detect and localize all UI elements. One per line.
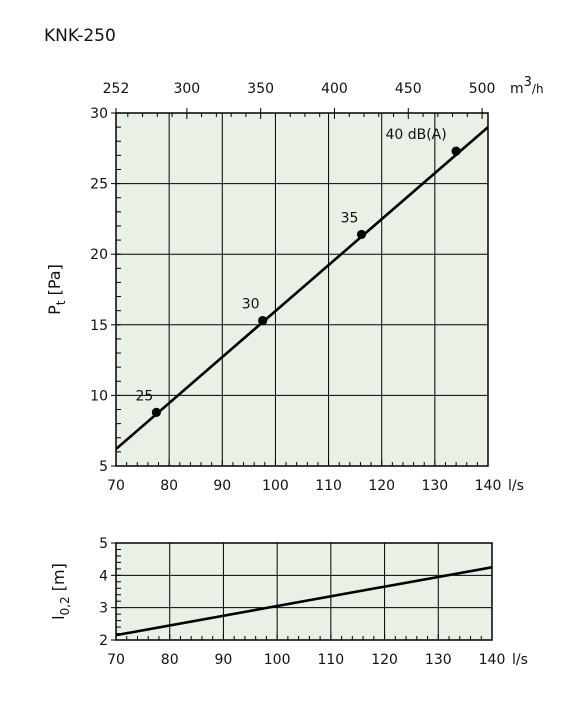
data-point [258,315,268,326]
data-point-label: 35 [341,210,359,226]
y-tick-label: 3 [99,601,108,617]
series-line [116,126,488,451]
y-axis-label-subscript: t [54,300,68,305]
top-tick-label: 400 [321,81,348,97]
main-chart: 5 10 15 20 25 30 70 80 90 100 110 120 130 140 l/s Pt [P… [45,75,544,494]
y-tick-label: 15 [90,318,108,334]
x-axis-unit: l/s [508,478,524,494]
data-point-label: 25 [135,388,153,404]
x-tick-label: 140 [475,478,502,494]
y-tick-label: 25 [90,177,108,193]
y-tick-label: 30 [90,106,108,122]
x-tick-label: 90 [213,478,231,494]
x-tick-label: 130 [425,652,452,668]
top-axis-unit-base: m [510,81,524,97]
data-point-label: 40 dB(A) [385,127,446,143]
x-tick-label: 100 [264,652,291,668]
x-tick-label: 70 [107,652,125,668]
y-tick-label: 4 [99,568,108,584]
y-axis-label: l0,2 [m] [49,563,72,620]
y-tick-label: 5 [99,536,108,552]
data-point [451,146,461,156]
y-axis-label-base: P [45,305,64,315]
y-tick-label: 2 [99,633,108,649]
top-tick-label: 350 [247,81,274,97]
data-point [356,229,367,240]
data-point [151,407,161,417]
x-tick-label: 100 [262,478,289,494]
page-title: KNK-250 [44,26,116,46]
y-axis-label-subscript: 0,2 [58,596,72,615]
y-axis-label-unit: [Pa] [45,264,64,300]
y-tick-label: 10 [90,388,108,404]
x-tick-label: 120 [371,652,398,668]
top-tick-label: 500 [469,81,496,97]
x-tick-label: 120 [368,478,395,494]
x-tick-label: 80 [160,478,178,494]
plot-frame [115,112,489,467]
top-tick-label: 300 [173,81,200,97]
top-tick-label: 252 [103,81,130,97]
top-axis-unit: m3/h [510,75,544,97]
plot-frame [115,542,493,641]
x-tick-label: 70 [107,478,125,494]
y-axis-label-base: l [49,615,68,619]
top-axis-unit-sup: 3 [524,75,532,90]
y-tick-label: 5 [99,459,108,475]
x-tick-label: 110 [317,652,344,668]
x-tick-label: 140 [479,652,506,668]
top-axis-unit-tail: /h [532,82,544,96]
throw-chart: 2 3 4 5 70 80 90 100 110 120 130 140 l/s l0,2 [m] [49,536,528,668]
y-axis-label-unit: [m] [49,563,68,596]
y-axis-label: Pt [Pa] [45,264,68,315]
data-point-label: 30 [242,297,260,313]
top-tick-label: 450 [395,81,422,97]
x-axis-unit: l/s [512,652,528,668]
x-tick-label: 110 [315,478,342,494]
x-tick-label: 80 [161,652,179,668]
x-tick-label: 90 [215,652,233,668]
x-tick-label: 130 [421,478,448,494]
series-line [116,565,492,637]
y-tick-label: 20 [90,247,108,263]
